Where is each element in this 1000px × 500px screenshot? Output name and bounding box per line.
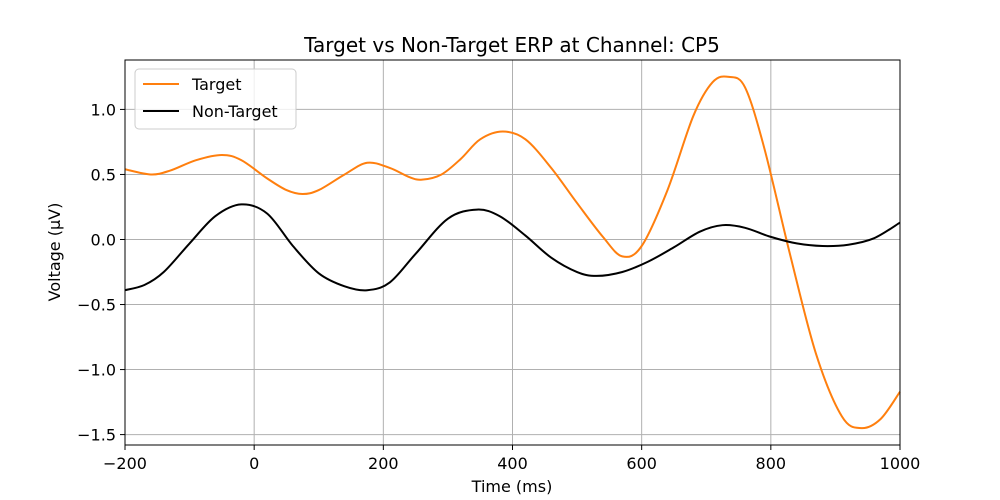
legend: Target Non-Target [134, 68, 297, 130]
chart-title: Target vs Non-Target ERP at Channel: CP5 [303, 33, 720, 57]
x-tick-label: −200 [103, 454, 147, 473]
y-axis-label: Voltage (μV) [45, 203, 64, 302]
x-axis-ticks: −200 0 200 400 600 800 1000 [103, 445, 920, 473]
series-line-target [124, 75, 901, 430]
x-tick-label: 800 [756, 454, 787, 473]
x-tick-label: 1000 [880, 454, 921, 473]
y-tick-label: −1.5 [77, 426, 116, 445]
y-tick-label: −1.0 [77, 361, 116, 380]
y-tick-label: −0.5 [77, 296, 116, 315]
x-axis-label: Time (ms) [471, 477, 553, 496]
series-line-non-target [124, 203, 901, 292]
y-tick-label: 1.0 [91, 100, 116, 119]
y-tick-label: 0.0 [91, 230, 116, 249]
x-tick-label: 400 [497, 454, 528, 473]
x-tick-label: 0 [249, 454, 259, 473]
y-tick-label: 0.5 [91, 165, 116, 184]
series-lines [124, 75, 901, 430]
y-axis-ticks: 1.0 0.5 0.0 −0.5 −1.0 −1.5 [77, 100, 125, 445]
x-tick-label: 200 [368, 454, 399, 473]
x-tick-label: 600 [626, 454, 657, 473]
legend-label: Non-Target [192, 102, 278, 121]
legend-label: Target [191, 75, 242, 94]
